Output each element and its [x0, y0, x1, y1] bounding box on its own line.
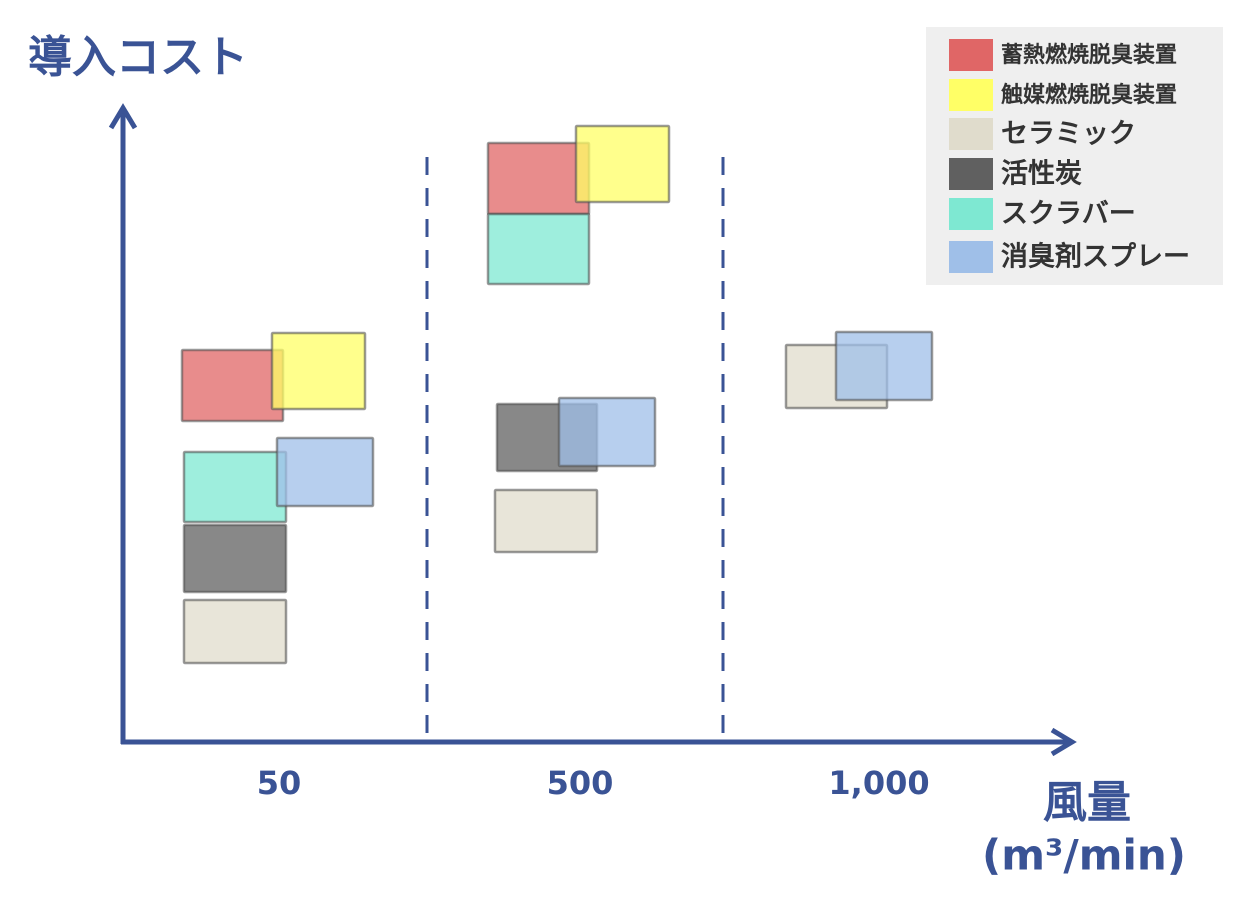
x-category: 50 [257, 764, 302, 802]
technology-box [557, 396, 657, 468]
axes [108, 103, 1077, 757]
legend-label: セラミック [1001, 119, 1136, 150]
x-arrow [1050, 727, 1077, 757]
legend-swatch [949, 118, 993, 150]
legend-swatch [949, 158, 993, 190]
technology-box [486, 141, 591, 216]
legend-label: 消臭剤スプレー [1001, 241, 1190, 273]
technology-box [182, 523, 288, 594]
legend-swatch [949, 39, 993, 71]
legend-swatch [949, 198, 993, 230]
technology-boxes [180, 124, 934, 665]
x-axis-unit: (m³/min) [982, 831, 1186, 880]
legend-swatch [949, 241, 993, 273]
technology-box [180, 348, 285, 423]
legend-label: 活性炭 [1001, 159, 1082, 190]
technology-box [834, 330, 934, 402]
technology-box [574, 124, 671, 204]
y-axis-label: 導入コスト [28, 32, 248, 83]
technology-box [182, 450, 288, 524]
legend-label: 触媒燃焼脱臭装置 [1001, 82, 1177, 108]
technology-box [486, 212, 591, 286]
x-category: 500 [547, 764, 614, 802]
x-axis-label: 風量 [1043, 777, 1131, 828]
y-arrow [108, 103, 138, 130]
legend-label: 蓄熱燃焼脱臭装置 [1001, 42, 1177, 68]
x-category: 1,000 [828, 764, 929, 802]
technology-box [270, 331, 367, 411]
legend-label: スクラバー [1001, 199, 1136, 230]
dividers [425, 157, 725, 740]
technology-box [275, 436, 375, 508]
technology-box [493, 488, 599, 554]
technology-box [182, 598, 288, 665]
legend-swatch [949, 79, 993, 111]
